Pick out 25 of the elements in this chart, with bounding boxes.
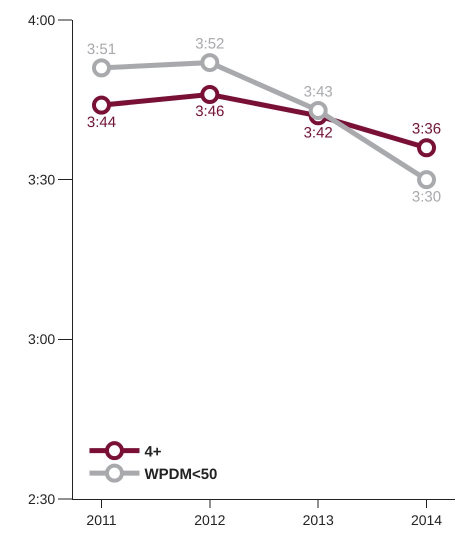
point xyxy=(92,96,111,115)
data-label: 3:44 xyxy=(86,114,116,131)
x-tick-label: 2013 xyxy=(302,512,334,528)
data-label: 3:43 xyxy=(304,83,333,100)
data-label: 3:30 xyxy=(412,188,442,206)
legend-label: 4+ xyxy=(144,444,162,461)
legend-label: WPDM<50 xyxy=(144,466,218,484)
y-tick-label: 2:30 xyxy=(28,490,56,507)
x-tick-label: 2012 xyxy=(194,512,226,528)
point xyxy=(417,170,436,190)
y-tick-label: 3:00 xyxy=(28,331,56,348)
point xyxy=(92,58,111,78)
y-tick-label: 3:30 xyxy=(28,172,56,188)
point xyxy=(308,100,328,120)
data-label: 3:42 xyxy=(304,124,333,142)
point xyxy=(200,53,220,72)
point xyxy=(200,85,220,104)
data-label: 3:51 xyxy=(86,40,116,58)
x-tick-label: 2014 xyxy=(410,512,442,528)
y-tick-label: 4:00 xyxy=(28,12,56,28)
data-label: 3:52 xyxy=(195,35,224,52)
data-label: 3:36 xyxy=(412,120,442,138)
x-tick-label: 2011 xyxy=(86,512,117,528)
point xyxy=(417,138,436,158)
data-label: 3:46 xyxy=(195,103,224,120)
